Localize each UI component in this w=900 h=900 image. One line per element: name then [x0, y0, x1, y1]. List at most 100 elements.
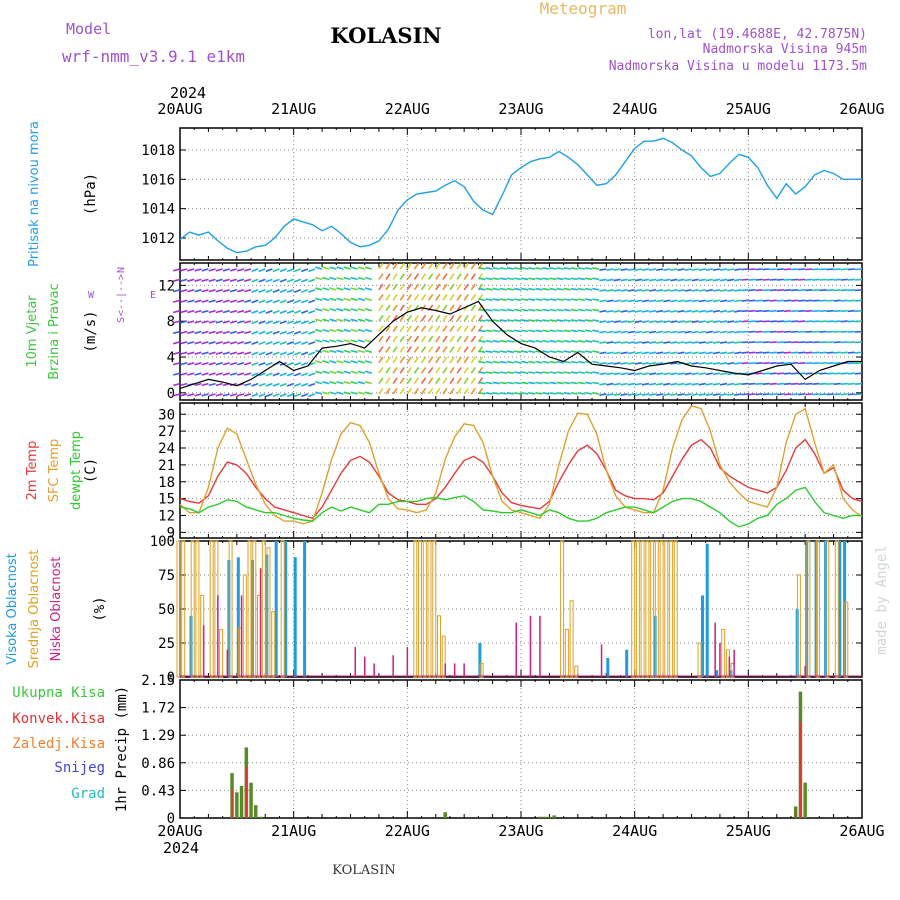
wind-arrow: [769, 320, 777, 323]
cloud-bar: [441, 635, 446, 678]
wind-arrow: [847, 320, 855, 323]
series-line: [179, 137, 862, 254]
wind-arrow: [172, 268, 181, 272]
wind-arrow: [350, 339, 358, 343]
wind-arrow: [272, 382, 280, 387]
wind-arrow: [485, 329, 493, 333]
wind-arrow: [634, 289, 642, 292]
wind-arrow: [378, 346, 384, 353]
wind-arrow: [741, 351, 749, 354]
cloud-bar: [226, 649, 229, 677]
wind-arrow: [634, 330, 642, 334]
wind-arrow: [442, 283, 448, 291]
wind-arrow: [727, 289, 735, 292]
wind-arrow: [833, 320, 841, 323]
wind-arrow: [592, 381, 600, 385]
wind-arrow: [663, 351, 671, 355]
wind-arrow: [499, 350, 507, 354]
wind-arrow: [648, 382, 657, 386]
wind-arrow: [584, 350, 593, 354]
wind-arrow: [748, 362, 756, 365]
y-tick-label: 8: [167, 314, 175, 330]
wind-arrow: [478, 277, 486, 281]
wind-arrow: [556, 329, 564, 333]
wind-arrow: [719, 278, 728, 282]
wind-arrow: [783, 278, 792, 281]
wind-arrow: [684, 320, 692, 324]
wind-arrow: [222, 278, 230, 282]
wind-arrow: [187, 268, 195, 272]
wind-arrow: [847, 330, 855, 333]
wind-panel: 0 4 8 12 (m/s) 10m Vjetar Brzina i Pravac N W <--…: [25, 262, 863, 402]
wind-arrow: [535, 360, 543, 364]
wind-arrow: [478, 381, 486, 385]
wind-arrow: [627, 289, 635, 292]
panel-title: SFC Temp: [47, 439, 62, 503]
wind-arrow: [528, 287, 536, 291]
wind-arrow: [648, 278, 657, 282]
wind-arrow: [748, 351, 756, 354]
wind-arrow: [791, 268, 799, 271]
wind-arrow: [826, 393, 834, 396]
wind-arrow: [854, 341, 863, 344]
wind-arrow: [499, 371, 507, 374]
wind-arrow: [663, 382, 671, 386]
wind-arrow: [755, 309, 763, 313]
wind-arrow: [698, 393, 706, 396]
wind-arrow: [215, 351, 223, 355]
wind-arrow: [187, 341, 195, 345]
wind-arrow: [854, 268, 863, 271]
wind-arrow: [293, 382, 302, 387]
wind-arrow: [513, 360, 522, 364]
wind-arrow: [449, 262, 455, 270]
wind-arrow: [670, 382, 678, 386]
wind-arrow: [435, 366, 441, 374]
wind-arrow: [805, 351, 813, 354]
wind-arrow: [201, 372, 209, 376]
wind-arrow: [350, 308, 358, 312]
wind-arrow: [521, 371, 529, 374]
y-tick-label: 30: [158, 407, 175, 423]
wind-arrow: [698, 341, 706, 344]
wind-arrow: [357, 266, 365, 270]
wind-arrow: [819, 341, 827, 344]
wind-arrow: [741, 299, 749, 302]
wind-arrow: [620, 393, 628, 396]
wind-arrow: [286, 351, 294, 356]
cloud-bar: [463, 663, 465, 677]
wind-arrow: [563, 360, 571, 364]
cloud-bar: [834, 540, 839, 678]
wind-arrow: [222, 330, 230, 335]
wind-arrow: [336, 370, 344, 374]
wind-arrow: [350, 370, 358, 374]
wind-arrow: [244, 341, 252, 345]
wind-arrow: [521, 267, 529, 270]
wind-arrow: [570, 360, 578, 364]
wind-arrow: [350, 328, 358, 333]
wind-arrow: [783, 382, 792, 385]
wind-arrow: [201, 341, 209, 345]
wind-arrow: [208, 268, 216, 272]
wind-arrow: [783, 341, 792, 344]
precip-bar: [547, 816, 552, 818]
wind-arrow: [406, 273, 412, 280]
wind-arrow: [301, 393, 309, 398]
wind-arrow: [406, 346, 412, 353]
wind-arrow: [499, 267, 507, 270]
wind-arrow: [670, 351, 678, 355]
wind-arrow: [705, 309, 713, 313]
wind-arrow: [719, 393, 728, 396]
wind-arrow: [762, 299, 770, 302]
cloud-bar: [190, 540, 195, 678]
wind-arrow: [776, 382, 784, 385]
wind-arrow: [684, 268, 692, 271]
wind-arrow: [634, 393, 642, 396]
wind-arrow: [606, 278, 614, 282]
wind-arrow: [776, 289, 784, 292]
wind-arrow: [670, 268, 678, 271]
wind-arrow: [222, 268, 230, 272]
wind-arrow: [172, 382, 181, 387]
wind-arrow: [236, 320, 245, 324]
wind-arrow: [392, 325, 398, 332]
wind-arrow: [286, 382, 294, 387]
